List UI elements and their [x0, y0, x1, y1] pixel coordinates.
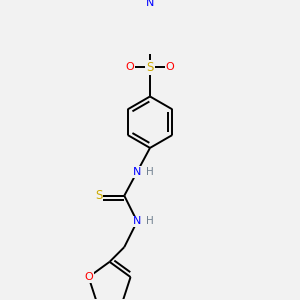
Text: O: O	[125, 62, 134, 72]
Text: N: N	[146, 0, 154, 8]
Text: H: H	[146, 216, 154, 226]
Text: N: N	[133, 167, 141, 177]
Text: O: O	[166, 62, 175, 72]
Text: N: N	[133, 216, 141, 226]
Text: S: S	[95, 189, 102, 202]
Text: O: O	[84, 272, 93, 282]
Text: H: H	[146, 167, 154, 177]
Text: S: S	[146, 61, 154, 74]
